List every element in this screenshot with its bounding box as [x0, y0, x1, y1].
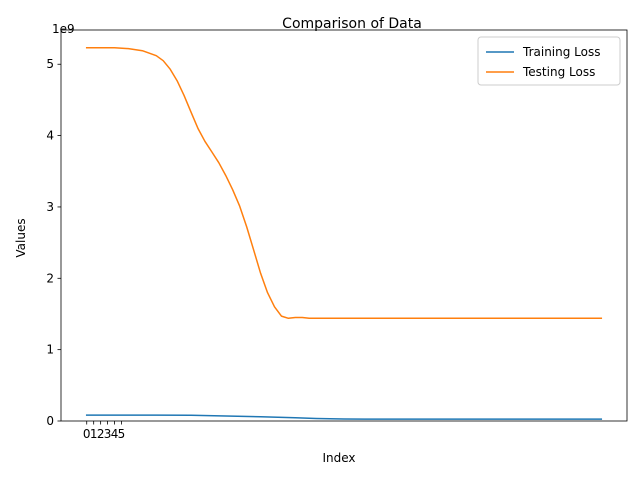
- x-tick-label: 5: [118, 427, 126, 441]
- y-axis-label: Values: [14, 218, 28, 257]
- plot-frame: [60, 29, 628, 422]
- x-tick-label: 3: [104, 427, 112, 441]
- series-line-0: [85, 414, 603, 420]
- x-axis-label: Index: [322, 451, 355, 465]
- legend-label-1: Testing Loss: [522, 65, 595, 79]
- y-tick-label: 2: [46, 271, 54, 285]
- y-tick-label: 4: [46, 129, 54, 143]
- series-line-1: [85, 47, 603, 320]
- y-tick-label: 0: [46, 414, 54, 428]
- y-offset-label: 1e9: [52, 22, 75, 36]
- x-tick-label: 2: [97, 427, 105, 441]
- y-tick-label: 5: [46, 57, 54, 71]
- x-tick-label: 0: [83, 427, 91, 441]
- y-tick-label: 1: [46, 343, 54, 357]
- legend-box: [477, 36, 621, 86]
- x-tick-label: 4: [111, 427, 119, 441]
- x-tick-label: 1: [90, 427, 98, 441]
- legend: Training Loss Testing Loss: [477, 36, 621, 86]
- chart-title: Comparison of Data: [282, 16, 422, 32]
- plot-area: [85, 47, 603, 420]
- y-tick-label: 3: [46, 200, 54, 214]
- legend-label-0: Training Loss: [522, 45, 600, 59]
